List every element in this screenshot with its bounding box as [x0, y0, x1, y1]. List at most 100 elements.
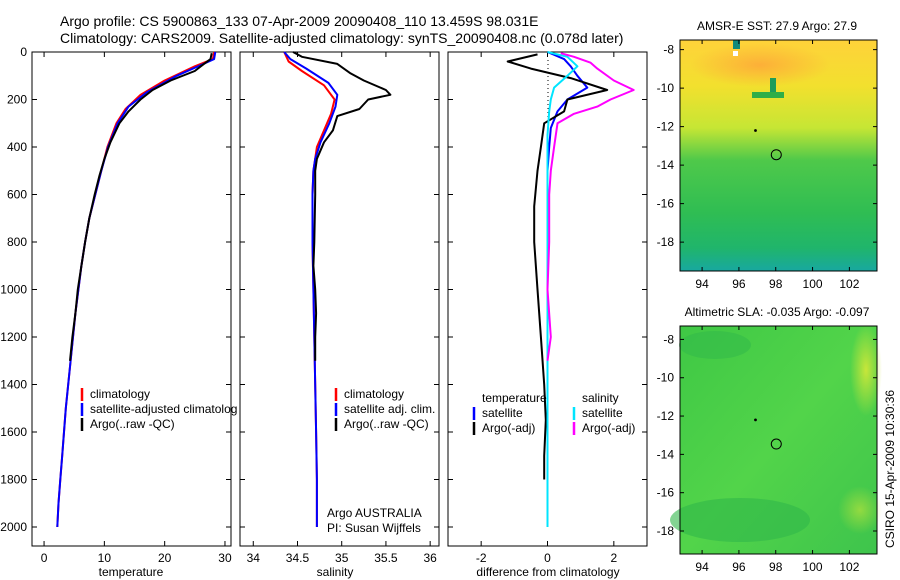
- series-line-satellite_sal: [546, 51, 579, 527]
- legend-label-temp-satellite: satellite: [482, 406, 523, 420]
- ytick-label: 1400: [0, 378, 27, 392]
- series-line-argo_sal: [546, 52, 635, 361]
- map-ytick-label: -8: [663, 332, 674, 346]
- ytick-label: 200: [7, 93, 27, 107]
- map-ytick-label: -8: [663, 43, 674, 57]
- map-ytick-label: -10: [657, 81, 675, 95]
- sst-map-xticks: 94 96 98 100 102: [695, 40, 860, 291]
- difference-panel: -2 0 2 temperaturesatelliteArgo(-adj)salin…: [447, 51, 648, 579]
- sst-map-title: AMSR-E SST: 27.9 Argo: 27.9: [697, 19, 857, 33]
- legend-label-argo: Argo(..raw -QC): [90, 417, 175, 431]
- map-ytick-label: -16: [657, 486, 675, 500]
- sla-map-panel: Altimetric SLA: -0.035 Argo: -0.097 94 96…: [657, 305, 882, 574]
- xtick-label: 0: [544, 551, 551, 565]
- sst-map-panel: AMSR-E SST: 27.9 Argo: 27.9 94 96 98 100 102…: [657, 19, 878, 291]
- sla-map-title: Altimetric SLA: -0.035 Argo: -0.097: [685, 305, 870, 319]
- difference-legend: temperaturesatelliteArgo(-adj)salinitysa…: [472, 391, 635, 435]
- depth-yticks: 0 200 400 600 800 1000 1200 1400 1600 1800 2000: [0, 45, 231, 534]
- legend-label-climatology: climatology: [344, 387, 404, 401]
- map-ytick-label: -12: [657, 120, 675, 134]
- map-xtick-label: 100: [803, 560, 823, 574]
- argo-previous-position-dot: [754, 418, 757, 422]
- provenance-label: CSIRO 15-Apr-2009 10:30:36: [883, 389, 897, 548]
- ytick-label: 1800: [0, 473, 27, 487]
- map-xtick-label: 98: [769, 560, 783, 574]
- map-ytick-label: -18: [657, 524, 675, 538]
- map-xtick-label: 94: [695, 560, 709, 574]
- ytick-label: 1000: [0, 283, 27, 297]
- xtick-label: 36: [423, 551, 437, 565]
- salinity-series: [283, 51, 392, 527]
- legend-label-sal-satellite_sal: satellite: [582, 406, 623, 420]
- xtick-label: 0: [41, 551, 48, 565]
- figure-title-line2: Climatology: CARS2009. Satellite-adjuste…: [60, 30, 623, 46]
- argo-float-label: Argo AUSTRALIA: [327, 506, 422, 520]
- ytick-label: 600: [7, 188, 27, 202]
- argo-previous-position-dot: [754, 129, 757, 132]
- sst-map-markers: [754, 129, 782, 161]
- xtick-label: -2: [476, 551, 487, 565]
- legend-label-sal-argo_sal: Argo(-adj): [582, 421, 635, 435]
- series-line-argo: [292, 51, 392, 361]
- sla-map-xticks: 94 96 98 100 102: [695, 326, 860, 574]
- map-ytick-label: -14: [657, 158, 675, 172]
- map-ytick-label: -10: [657, 371, 675, 385]
- figure-title-line1: Argo profile: CS 5900863_133 07-Apr-2009…: [60, 13, 538, 29]
- salinity-xlabel: salinity: [317, 565, 354, 579]
- ytick-label: 2000: [0, 520, 27, 534]
- map-xtick-label: 94: [695, 277, 709, 291]
- legend-label-argo: Argo(..raw -QC): [344, 417, 429, 431]
- ytick-label: 1200: [0, 330, 27, 344]
- xtick-label: 30: [218, 551, 232, 565]
- argo-position-marker: [770, 438, 782, 450]
- ytick-label: 0: [20, 45, 27, 59]
- xtick-label: 35.5: [374, 551, 398, 565]
- sla-map-markers: [754, 418, 782, 450]
- map-ytick-label: -14: [657, 447, 675, 461]
- legend-label-sal-header: salinity: [582, 391, 619, 405]
- map-xtick-label: 102: [839, 277, 859, 291]
- sla-high-patch-south: [838, 486, 882, 534]
- ytick-label: 400: [7, 140, 27, 154]
- legend-label-satellite: satellite-adjusted climatolog: [90, 402, 237, 416]
- series-line-satellite: [283, 51, 339, 527]
- xtick-label: 2: [610, 551, 617, 565]
- legend-label-satellite: satellite adj. clim.: [344, 402, 435, 416]
- temperature-xticks: 0 10 20 30: [41, 52, 232, 565]
- ytick-label: 800: [7, 235, 27, 249]
- map-ytick-label: -18: [657, 235, 675, 249]
- xtick-label: 34: [247, 551, 261, 565]
- sla-low-patch-north: [679, 331, 751, 359]
- sst-map-yticks: -8 -10 -12 -14 -16 -18: [657, 43, 877, 249]
- sst-anomaly-patch: [733, 40, 740, 49]
- sst-cool-patch: [770, 78, 776, 92]
- xtick-label: 35: [335, 551, 349, 565]
- legend-label-temp-header: temperature: [482, 391, 547, 405]
- difference-xticks: -2 0 2: [448, 51, 647, 565]
- sst-warm-patch: [690, 43, 830, 87]
- map-xtick-label: 100: [803, 277, 823, 291]
- map-ytick-label: -12: [657, 409, 675, 423]
- sla-low-patch: [670, 498, 810, 542]
- map-xtick-label: 102: [839, 560, 859, 574]
- sst-missing-data-patch: [733, 51, 738, 56]
- argo-position-marker: [770, 149, 782, 161]
- xtick-label: 20: [158, 551, 172, 565]
- salinity-xticks: 34 34.5 35 35.5 36: [240, 51, 439, 565]
- xtick-label: 10: [98, 551, 112, 565]
- legend-label-temp-argo: Argo(-adj): [482, 421, 535, 435]
- sst-cool-band: [752, 92, 784, 98]
- series-line-argo: [69, 53, 213, 361]
- series-line-argo: [506, 53, 609, 480]
- temperature-panel: 0 10 20 30 0 200 400 600 800 1000 1200 1400 1600 180…: [0, 45, 237, 579]
- temperature-xlabel: temperature: [99, 565, 164, 579]
- xtick-label: 34.5: [286, 551, 310, 565]
- legend-label-climatology: climatology: [90, 387, 150, 401]
- difference-series: [506, 51, 635, 527]
- sla-map-yticks: -8 -10 -12 -14 -16 -18: [657, 332, 877, 538]
- map-xtick-label: 96: [732, 277, 746, 291]
- argo-pi-label: PI: Susan Wijffels: [327, 521, 421, 535]
